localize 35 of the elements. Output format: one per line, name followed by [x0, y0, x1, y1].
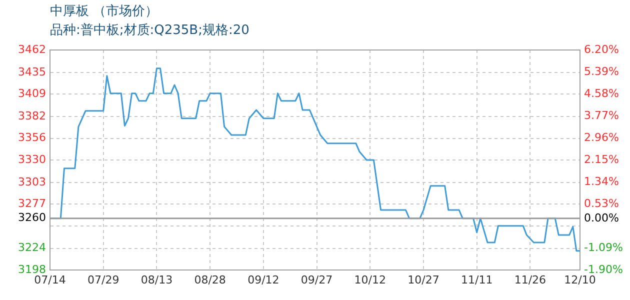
x-tick-label: 08/13: [140, 273, 173, 286]
y-tick-label: 3462: [18, 42, 46, 56]
y2-tick-label: 5.39%: [584, 64, 619, 78]
x-tick-label: 11/26: [514, 273, 546, 286]
x-tick-label: 09/27: [300, 273, 333, 286]
y-tick-label: 3356: [18, 131, 46, 144]
y-tick-label: 3435: [18, 65, 46, 78]
y2-tick-label: 1.34%: [584, 174, 619, 188]
y-tick-label: 3330: [18, 152, 46, 166]
x-tick-label: 12/10: [564, 273, 596, 286]
chart-title: 中厚板 （市场价）: [50, 3, 158, 20]
y2-tick-label: 3.77%: [584, 108, 619, 122]
y2-tick-label: 2.96%: [584, 130, 619, 144]
y2-tick-label: -1.09%: [584, 240, 623, 254]
y2-tick-label: 2.15%: [584, 152, 619, 166]
x-tick-label: 09/12: [248, 273, 280, 286]
y-tick-label: 3224: [18, 241, 46, 254]
y-tick-label: 3303: [18, 175, 46, 188]
y2-tick-label: -1.90%: [584, 262, 623, 276]
x-tick-label: 08/28: [194, 273, 226, 286]
y2-tick-label: 6.20%: [584, 42, 619, 56]
y2-tick-label: 0.00%: [584, 211, 619, 224]
x-tick-label: 10/27: [408, 273, 440, 286]
y2-tick-label: 0.53%: [584, 196, 619, 210]
y-tick-label: 3198: [18, 262, 46, 276]
x-tick-label: 07/29: [88, 273, 120, 286]
y-tick-label: 3382: [18, 110, 46, 123]
x-tick-label: 11/11: [460, 273, 493, 286]
y-tick-label: 3277: [18, 197, 46, 210]
x-tick-label: 07/14: [34, 273, 66, 286]
x-tick-label: 10/12: [354, 273, 386, 286]
y-tick-label: 3409: [18, 87, 46, 100]
y-tick-label: 3260: [18, 211, 46, 224]
y2-tick-label: 4.58%: [584, 86, 619, 100]
chart-subtitle: 品种:普中板;材质:Q235B;规格:20: [50, 22, 250, 39]
